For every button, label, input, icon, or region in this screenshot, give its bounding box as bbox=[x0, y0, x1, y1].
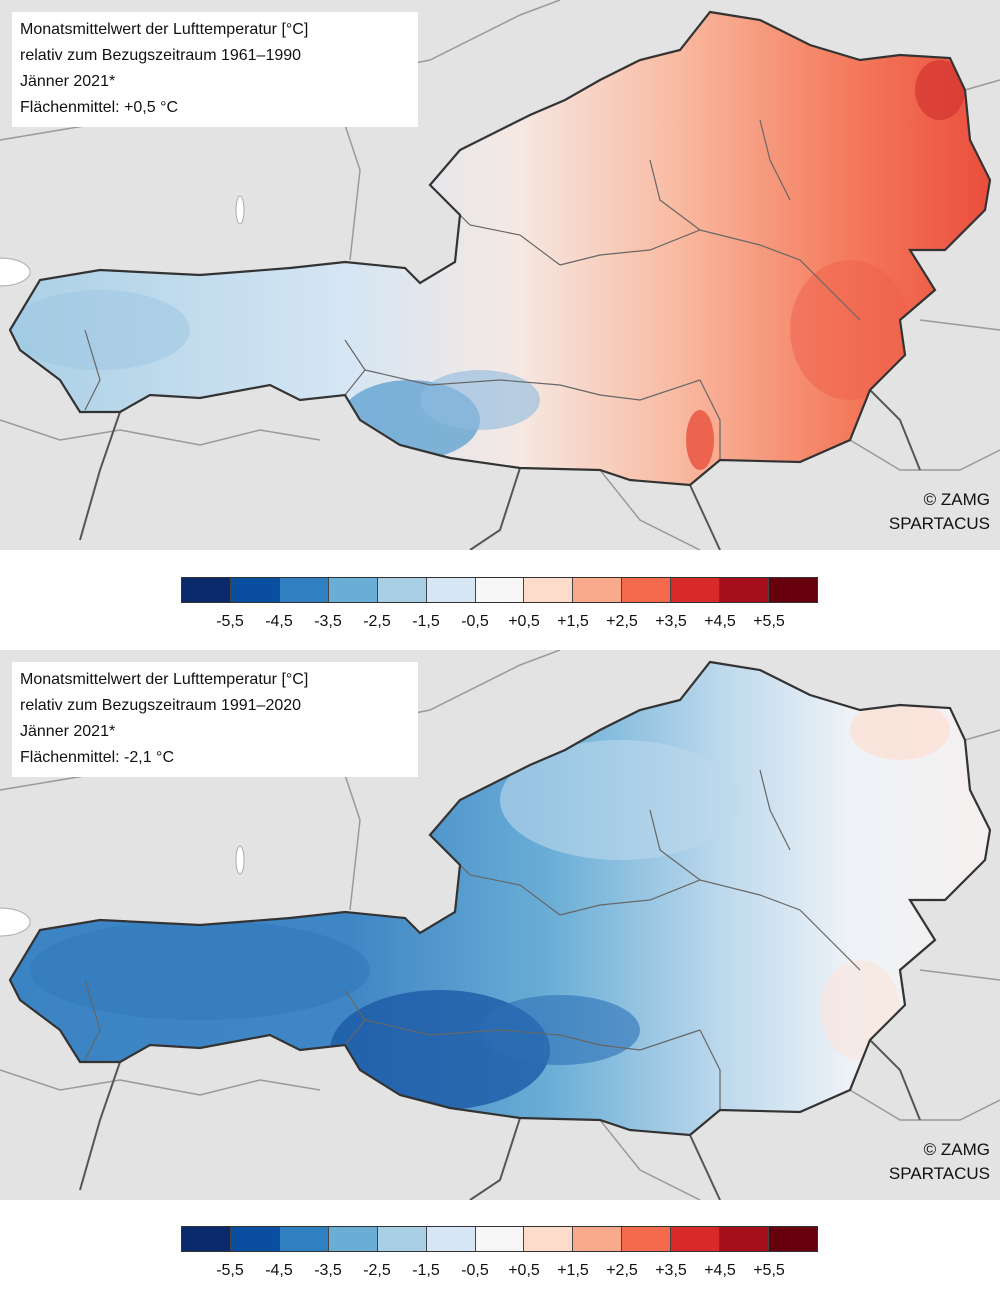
legend-swatch bbox=[279, 1227, 329, 1251]
legend-tick-label: -4,5 bbox=[265, 613, 293, 630]
legend-swatch bbox=[573, 578, 623, 602]
map-title-box: Monatsmittelwert der Lufttemperatur [°C]… bbox=[12, 662, 418, 777]
title-line-reference-period: relativ zum Bezugszeitraum 1991–2020 bbox=[20, 697, 302, 714]
credit-dataset: SPARTACUS bbox=[888, 1164, 990, 1183]
austria-outline bbox=[8, 10, 992, 487]
legend-color-bar bbox=[181, 577, 818, 603]
legend-swatch bbox=[230, 1227, 280, 1251]
austria-outline bbox=[8, 660, 992, 1137]
legend-swatch bbox=[524, 578, 574, 602]
legend-tick-label: +5,5 bbox=[753, 613, 785, 630]
legend-swatch bbox=[671, 1227, 721, 1251]
credit-dataset: SPARTACUS bbox=[888, 514, 990, 533]
legend-tick-label: -0,5 bbox=[461, 1262, 489, 1279]
title-line-quantity: Monatsmittelwert der Lufttemperatur [°C] bbox=[20, 671, 309, 688]
legend-labels: -5,5 -4,5 -3,5 -2,5 -1,5 -0,5 +0,5 +1,5 +2,5 +3,5… bbox=[181, 613, 819, 635]
legend-tick-label: +4,5 bbox=[704, 613, 736, 630]
legend-tick-label: +2,5 bbox=[606, 613, 638, 630]
legend-tick-label: +3,5 bbox=[655, 613, 687, 630]
legend-swatch bbox=[524, 1227, 574, 1251]
legend-swatch bbox=[230, 578, 280, 602]
legend-swatch bbox=[182, 1227, 231, 1251]
legend-tick-label: -5,5 bbox=[216, 613, 244, 630]
map-graphic bbox=[0, 0, 1000, 550]
legend-tick-label: +0,5 bbox=[508, 1262, 540, 1279]
legend-tick-label: -1,5 bbox=[412, 1262, 440, 1279]
legend-tick-label: +1,5 bbox=[557, 613, 589, 630]
legend-tick-label: +2,5 bbox=[606, 1262, 638, 1279]
legend-swatch bbox=[328, 1227, 378, 1251]
title-line-quantity: Monatsmittelwert der Lufttemperatur [°C] bbox=[20, 21, 309, 38]
legend-swatch bbox=[475, 1227, 525, 1251]
legend-tick-label: +4,5 bbox=[704, 1262, 736, 1279]
legend-tick-label: -0,5 bbox=[461, 613, 489, 630]
legend-tick-label: +5,5 bbox=[753, 1262, 785, 1279]
map-credit: © ZAMG SPARTACUS bbox=[889, 488, 990, 536]
credit-copyright: © ZAMG bbox=[923, 1140, 990, 1159]
color-legend: -5,5 -4,5 -3,5 -2,5 -1,5 -0,5 +0,5 +1,5 +2,5 +3,5… bbox=[181, 577, 819, 637]
legend-swatch bbox=[182, 578, 231, 602]
legend-tick-label: +1,5 bbox=[557, 1262, 589, 1279]
legend-swatch bbox=[328, 578, 378, 602]
title-line-area-mean: Flächenmittel: +0,5 °C bbox=[20, 99, 179, 116]
legend-swatch bbox=[279, 578, 329, 602]
title-line-month: Jänner 2021* bbox=[20, 73, 116, 90]
foreign-borders bbox=[79, 389, 921, 550]
legend-swatch bbox=[426, 578, 476, 602]
color-legend: -5,5 -4,5 -3,5 -2,5 -1,5 -0,5 +0,5 +1,5 +2,5 +3,5… bbox=[181, 1226, 819, 1286]
legend-tick-label: -4,5 bbox=[265, 1262, 293, 1279]
legend-swatch bbox=[769, 578, 817, 602]
foreign-borders bbox=[79, 1039, 921, 1200]
legend-tick-label: -2,5 bbox=[363, 613, 391, 630]
legend-tick-label: -1,5 bbox=[412, 613, 440, 630]
map-title-box: Monatsmittelwert der Lufttemperatur [°C]… bbox=[12, 12, 418, 127]
legend-tick-label: -3,5 bbox=[314, 613, 342, 630]
legend-swatch bbox=[671, 578, 721, 602]
map-graphic bbox=[0, 650, 1000, 1200]
legend-swatch bbox=[377, 578, 427, 602]
legend-swatch bbox=[622, 578, 672, 602]
legend-swatch bbox=[475, 578, 525, 602]
legend-swatch bbox=[720, 1227, 770, 1251]
state-borders bbox=[84, 769, 861, 1110]
map-panel-1991-2020: Monatsmittelwert der Lufttemperatur [°C]… bbox=[0, 650, 1000, 1200]
legend-swatch bbox=[622, 1227, 672, 1251]
title-line-area-mean: Flächenmittel: -2,1 °C bbox=[20, 749, 175, 766]
credit-copyright: © ZAMG bbox=[923, 490, 990, 509]
legend-labels: -5,5 -4,5 -3,5 -2,5 -1,5 -0,5 +0,5 +1,5 +2,5 +3,5… bbox=[181, 1262, 819, 1284]
legend-tick-label: -5,5 bbox=[216, 1262, 244, 1279]
map-credit: © ZAMG SPARTACUS bbox=[889, 1138, 990, 1186]
legend-tick-label: -3,5 bbox=[314, 1262, 342, 1279]
title-line-month: Jänner 2021* bbox=[20, 723, 116, 740]
legend-swatch bbox=[769, 1227, 817, 1251]
legend-swatch bbox=[377, 1227, 427, 1251]
map-panel-1961-1990: Monatsmittelwert der Lufttemperatur [°C]… bbox=[0, 0, 1000, 550]
legend-swatch bbox=[426, 1227, 476, 1251]
legend-color-bar bbox=[181, 1226, 818, 1252]
legend-swatch bbox=[573, 1227, 623, 1251]
legend-swatch bbox=[720, 578, 770, 602]
legend-tick-label: -2,5 bbox=[363, 1262, 391, 1279]
state-borders bbox=[84, 119, 861, 460]
title-line-reference-period: relativ zum Bezugszeitraum 1961–1990 bbox=[20, 47, 302, 64]
legend-tick-label: +0,5 bbox=[508, 613, 540, 630]
legend-tick-label: +3,5 bbox=[655, 1262, 687, 1279]
